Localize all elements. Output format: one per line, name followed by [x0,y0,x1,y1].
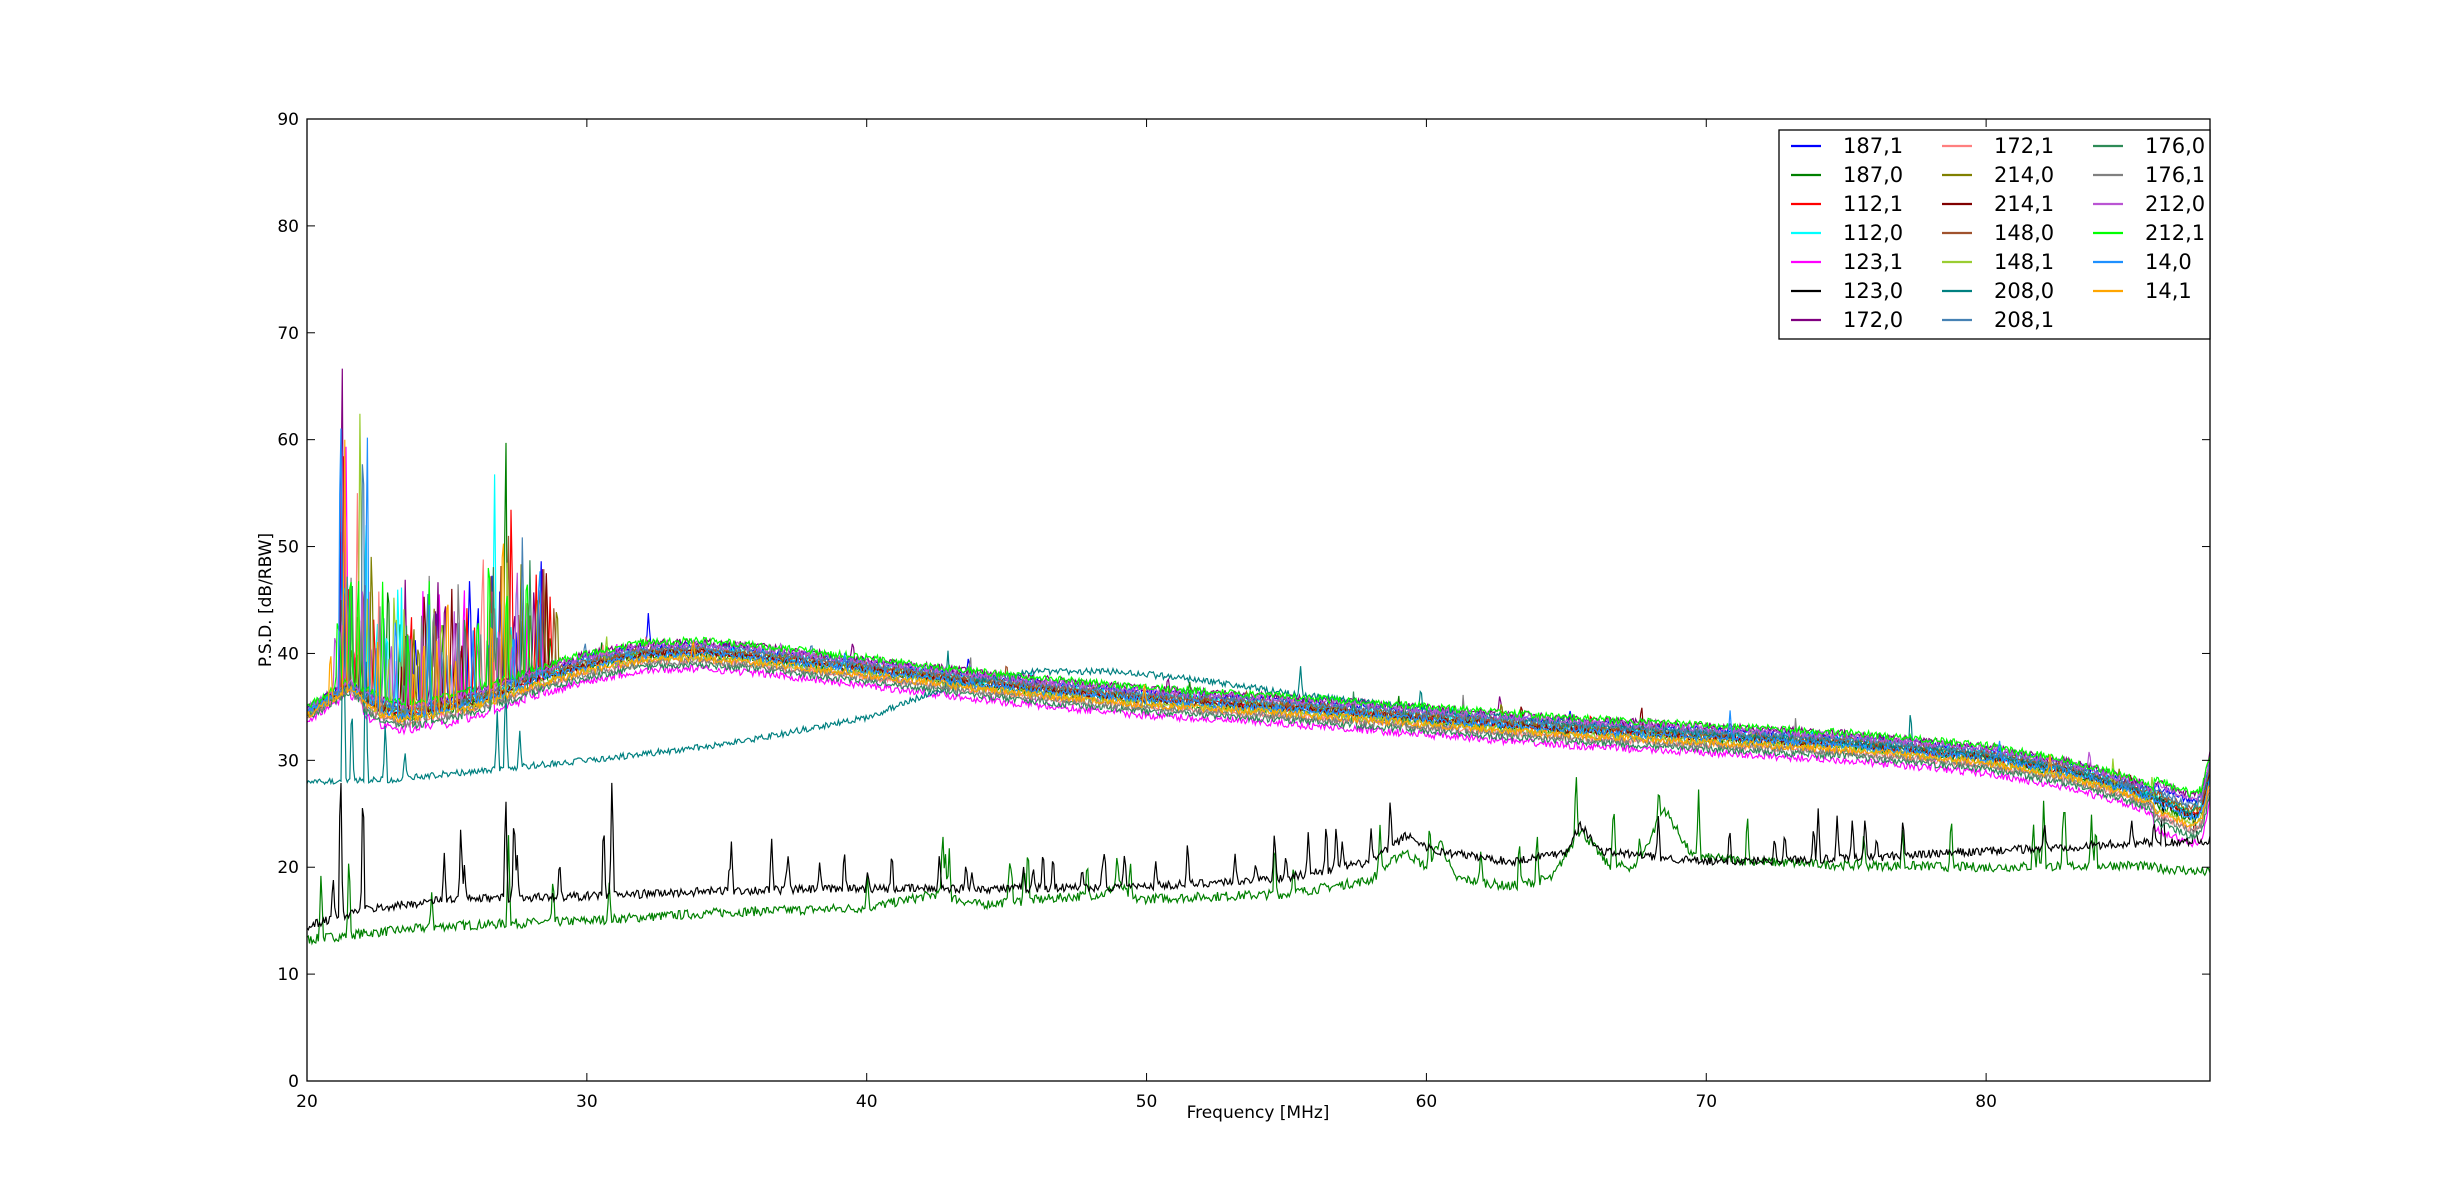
legend-label: 208,0 [1994,279,2054,303]
y-tick-label: 80 [277,217,299,237]
y-tick-label: 20 [277,858,299,878]
x-tick-label: 80 [1975,1092,1997,1112]
x-tick-label: 70 [1695,1092,1717,1112]
series-line-14-1 [307,439,2210,828]
series-line-176-1 [307,575,2210,835]
legend-label: 14,1 [2145,279,2192,303]
legend-label: 187,0 [1843,163,1903,187]
legend-label: 148,1 [1994,250,2054,274]
legend-label: 148,0 [1994,221,2054,245]
legend-label: 172,1 [1994,134,2054,158]
legend-label: 112,0 [1843,221,1903,245]
legend-label: 208,1 [1994,308,2054,332]
legend-label: 212,1 [2145,221,2205,245]
x-tick-label: 30 [576,1092,598,1112]
x-tick-label: 60 [1416,1092,1438,1112]
y-tick-label: 0 [288,1072,299,1092]
series-line-212-1 [307,567,2210,799]
series-line-floor [307,777,2210,946]
y-tick-label: 50 [277,538,299,558]
legend-label: 187,1 [1843,134,1903,158]
x-axis-label: Frequency [MHz] [1187,1103,1330,1123]
ticks-layer: 20 30 40 50 60 70 80 0 10 20 30 40 50 60 70 80 90 [277,110,2210,1112]
y-tick-label: 10 [277,965,299,985]
y-tick-label: 90 [277,110,299,130]
legend: 187,1 187,0 112,1 112,0 123,1 123,0 172,0 172,1… [1778,129,2211,340]
series-layer [307,368,2210,946]
y-axis-label: P.S.D. [dB/RBW] [256,533,276,667]
series-line-208-0 [307,552,2210,816]
legend-label: 14,0 [2145,250,2192,274]
plot-frame [306,118,2211,1082]
series-line-123-0 [307,782,2210,931]
legend-label: 214,0 [1994,163,2054,187]
legend-label: 176,1 [2145,163,2205,187]
legend-box [1778,129,2211,340]
y-tick-label: 60 [277,431,299,451]
legend-label: 214,1 [1994,192,2054,216]
legend-label: 212,0 [2145,192,2205,216]
legend-label: 123,1 [1843,250,1903,274]
legend-label: 176,0 [2145,134,2205,158]
series-line-14-0 [307,428,2210,822]
legend-label: 172,0 [1843,308,1903,332]
x-tick-label: 50 [1136,1092,1158,1112]
x-tick-label: 20 [296,1092,318,1112]
y-tick-label: 30 [277,751,299,771]
x-tick-label: 40 [856,1092,878,1112]
legend-label: 112,1 [1843,192,1903,216]
y-tick-label: 40 [277,644,299,664]
y-tick-label: 70 [277,324,299,344]
legend-label: 123,0 [1843,279,1903,303]
